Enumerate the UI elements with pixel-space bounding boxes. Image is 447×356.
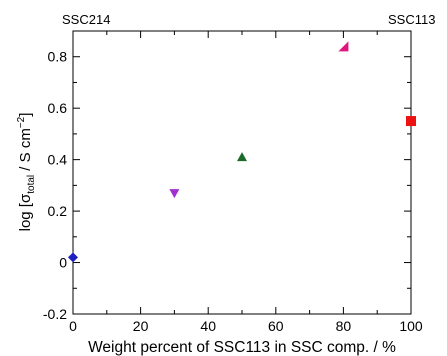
y-label-subscript: total <box>26 175 37 194</box>
x-tick-label: 60 <box>268 318 284 334</box>
data-point-triangle-down <box>169 189 180 199</box>
x-tick-label: 0 <box>69 318 77 334</box>
y-label-suffix: ] <box>17 113 34 117</box>
corner-label-left: SSC214 <box>62 12 110 27</box>
x-tick-label: 40 <box>200 318 216 334</box>
x-tick-label: 20 <box>133 318 149 334</box>
data-point-square <box>406 116 416 127</box>
y-tick-label: -0.2 <box>43 306 67 322</box>
plot-frame <box>72 30 412 315</box>
y-label-superscript: −2 <box>16 116 27 128</box>
x-tick-label: 100 <box>399 318 423 334</box>
y-tick-label: 0.6 <box>48 100 68 116</box>
x-tick-label: 80 <box>336 318 352 334</box>
axis-tick-labels: 0 20 40 60 80 100-0.200.20.40.60.8 <box>43 49 423 334</box>
y-tick-label: 0.8 <box>48 49 68 65</box>
data-point-diamond <box>68 252 78 263</box>
data-points <box>68 41 416 263</box>
y-tick-label: 0.2 <box>48 203 68 219</box>
data-point-triangle-left <box>338 41 349 52</box>
y-label-middle: / S cm <box>17 128 34 175</box>
x-axis-label: Weight percent of SSC113 in SSC comp. / … <box>88 339 396 356</box>
axis-ticks <box>72 30 412 315</box>
y-axis-label: log [σtotal / S cm−2] <box>16 113 37 232</box>
y-tick-label: 0 <box>59 255 67 271</box>
data-point-triangle-up <box>237 152 247 162</box>
y-label-prefix: log [σ <box>17 193 34 231</box>
y-tick-label: 0.4 <box>48 152 68 168</box>
corner-label-right: SSC113 <box>388 12 435 27</box>
